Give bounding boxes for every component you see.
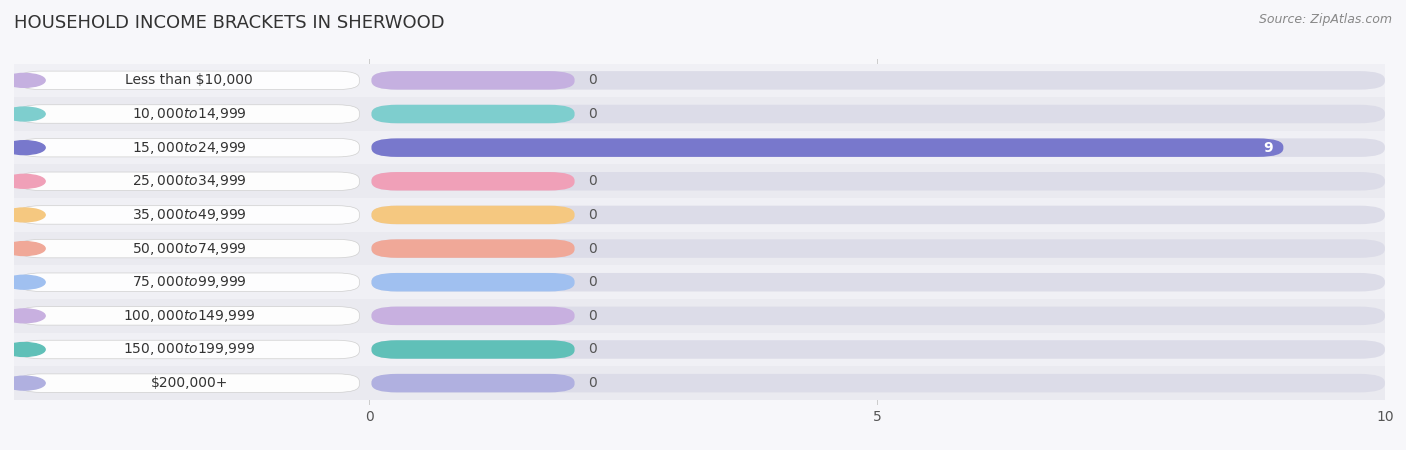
FancyBboxPatch shape	[371, 273, 575, 292]
Text: 0: 0	[588, 107, 596, 121]
FancyBboxPatch shape	[14, 366, 1385, 400]
FancyBboxPatch shape	[371, 105, 575, 123]
FancyBboxPatch shape	[371, 306, 575, 325]
Text: $10,000 to $14,999: $10,000 to $14,999	[132, 106, 246, 122]
FancyBboxPatch shape	[371, 340, 1385, 359]
Circle shape	[3, 342, 45, 356]
FancyBboxPatch shape	[14, 131, 1385, 164]
FancyBboxPatch shape	[371, 374, 1385, 392]
Text: 0: 0	[588, 309, 596, 323]
Text: 0: 0	[588, 174, 596, 188]
Circle shape	[3, 73, 45, 87]
FancyBboxPatch shape	[371, 105, 1385, 123]
FancyBboxPatch shape	[371, 239, 575, 258]
Text: Source: ZipAtlas.com: Source: ZipAtlas.com	[1258, 14, 1392, 27]
FancyBboxPatch shape	[14, 63, 1385, 97]
Text: 0: 0	[588, 342, 596, 356]
FancyBboxPatch shape	[14, 266, 1385, 299]
FancyBboxPatch shape	[14, 333, 1385, 366]
FancyBboxPatch shape	[371, 71, 1385, 90]
FancyBboxPatch shape	[371, 172, 575, 190]
FancyBboxPatch shape	[14, 97, 1385, 131]
Circle shape	[3, 376, 45, 390]
FancyBboxPatch shape	[20, 172, 360, 190]
FancyBboxPatch shape	[14, 198, 1385, 232]
Text: $25,000 to $34,999: $25,000 to $34,999	[132, 173, 246, 189]
Text: HOUSEHOLD INCOME BRACKETS IN SHERWOOD: HOUSEHOLD INCOME BRACKETS IN SHERWOOD	[14, 14, 444, 32]
Text: 0: 0	[588, 376, 596, 390]
Text: 0: 0	[588, 208, 596, 222]
Text: $100,000 to $149,999: $100,000 to $149,999	[122, 308, 256, 324]
Text: 0: 0	[588, 242, 596, 256]
Text: $150,000 to $199,999: $150,000 to $199,999	[122, 342, 256, 357]
FancyBboxPatch shape	[20, 239, 360, 258]
FancyBboxPatch shape	[20, 71, 360, 90]
FancyBboxPatch shape	[371, 71, 575, 90]
Text: $50,000 to $74,999: $50,000 to $74,999	[132, 241, 246, 256]
Circle shape	[3, 141, 45, 155]
FancyBboxPatch shape	[371, 306, 1385, 325]
FancyBboxPatch shape	[371, 273, 1385, 292]
FancyBboxPatch shape	[371, 340, 575, 359]
FancyBboxPatch shape	[20, 306, 360, 325]
FancyBboxPatch shape	[20, 105, 360, 123]
Circle shape	[3, 242, 45, 256]
Circle shape	[3, 107, 45, 121]
FancyBboxPatch shape	[371, 172, 1385, 190]
FancyBboxPatch shape	[371, 239, 1385, 258]
FancyBboxPatch shape	[371, 139, 1284, 157]
Text: 0: 0	[588, 275, 596, 289]
FancyBboxPatch shape	[20, 139, 360, 157]
FancyBboxPatch shape	[371, 139, 1385, 157]
FancyBboxPatch shape	[371, 374, 575, 392]
Text: $200,000+: $200,000+	[150, 376, 228, 390]
Text: $35,000 to $49,999: $35,000 to $49,999	[132, 207, 246, 223]
FancyBboxPatch shape	[14, 299, 1385, 333]
Circle shape	[3, 275, 45, 289]
FancyBboxPatch shape	[14, 232, 1385, 266]
Text: 9: 9	[1264, 141, 1274, 155]
FancyBboxPatch shape	[371, 206, 575, 224]
Text: Less than $10,000: Less than $10,000	[125, 73, 253, 87]
FancyBboxPatch shape	[14, 164, 1385, 198]
Text: $75,000 to $99,999: $75,000 to $99,999	[132, 274, 246, 290]
Circle shape	[3, 309, 45, 323]
FancyBboxPatch shape	[20, 340, 360, 359]
FancyBboxPatch shape	[20, 206, 360, 224]
FancyBboxPatch shape	[20, 374, 360, 392]
Circle shape	[3, 208, 45, 222]
Circle shape	[3, 174, 45, 188]
FancyBboxPatch shape	[20, 273, 360, 292]
Text: 0: 0	[588, 73, 596, 87]
Text: $15,000 to $24,999: $15,000 to $24,999	[132, 140, 246, 156]
FancyBboxPatch shape	[371, 206, 1385, 224]
